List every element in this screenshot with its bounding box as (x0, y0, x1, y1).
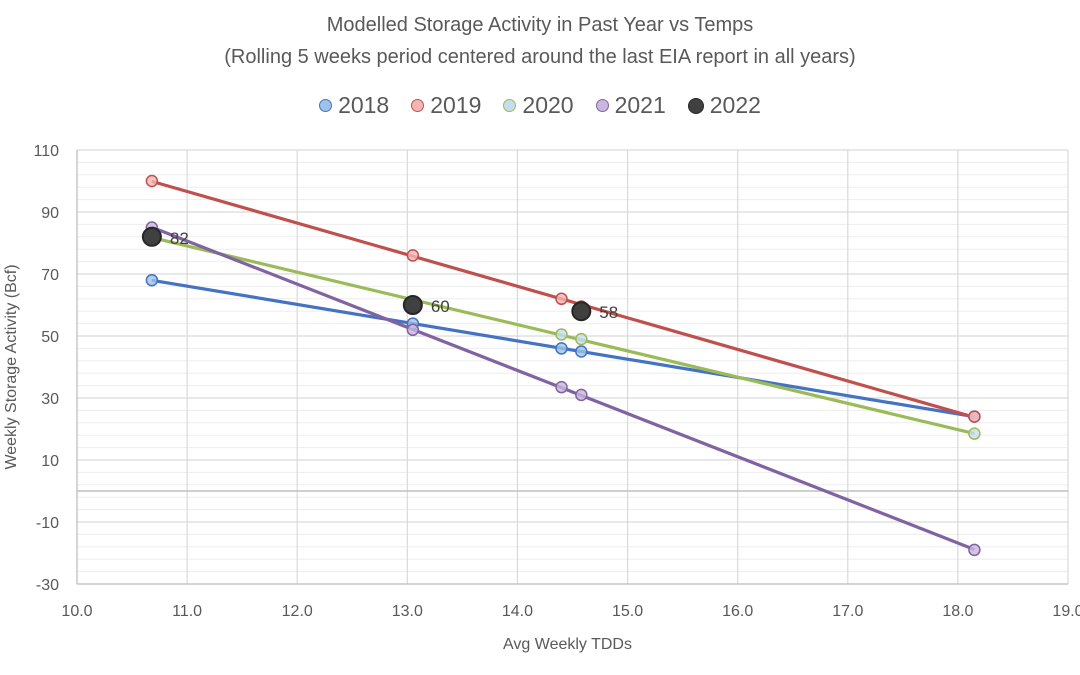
x-tick-label: 17.0 (832, 603, 863, 620)
data-point-2022 (402, 295, 423, 315)
data-point-2019 (145, 174, 159, 188)
legend-marker-icon (595, 99, 609, 112)
data-point-2019 (968, 410, 981, 423)
legend-label: 2019 (430, 92, 482, 118)
y-tick-label: 30 (41, 391, 59, 408)
chart-title: Modelled Storage Activity in Past Year v… (326, 14, 754, 36)
data-point-2019 (555, 292, 568, 306)
x-tick-label: 12.0 (282, 603, 313, 620)
y-tick-label: 110 (33, 143, 59, 160)
legend-item-2020: 2020 (503, 92, 574, 119)
legend-marker-icon (687, 97, 704, 114)
data-point-2020 (968, 427, 981, 440)
x-tick-label: 11.0 (172, 603, 202, 620)
data-point-2022 (141, 226, 162, 247)
x-tick-label: 15.0 (612, 603, 643, 620)
chart-subtitle: (Rolling 5 weeks period centered around … (224, 46, 856, 68)
x-tick-label: 13.0 (392, 603, 423, 620)
x-tick-label: 14.0 (502, 603, 533, 620)
legend-marker-icon (503, 99, 517, 112)
legend-label: 2018 (338, 92, 390, 118)
y-tick-label: 50 (41, 329, 59, 346)
data-label-2022: 60 (431, 297, 450, 316)
data-point-2021 (575, 388, 588, 402)
data-point-2022 (571, 301, 592, 322)
legend-item-2019: 2019 (411, 92, 481, 119)
data-point-2021 (555, 380, 568, 394)
data-point-2019 (406, 249, 420, 262)
x-tick-label: 16.0 (722, 603, 753, 620)
data-point-2020 (555, 328, 568, 341)
y-tick-label: 90 (41, 205, 59, 222)
data-point-2018 (555, 342, 568, 355)
legend-item-2021: 2021 (595, 92, 666, 119)
data-label-2022: 82 (170, 229, 189, 248)
legend-label: 2020 (522, 92, 574, 118)
legend-marker-icon (319, 99, 333, 112)
x-axis-label: Avg Weekly TDDs (503, 636, 632, 653)
legend-item-2022: 2022 (687, 92, 761, 119)
y-tick-label: 70 (41, 267, 59, 284)
y-tick-label: -10 (36, 515, 59, 532)
data-point-2021 (406, 323, 420, 337)
legend-label: 2021 (614, 92, 666, 118)
data-label-2022: 58 (599, 303, 618, 322)
legend: 2018 2019 2020 2021 2022 (0, 92, 1080, 119)
data-point-2021 (968, 543, 981, 557)
legend-marker-icon (411, 99, 425, 112)
y-tick-label: -30 (36, 577, 59, 594)
data-point-2018 (145, 273, 159, 287)
x-tick-label: 18.0 (942, 603, 973, 620)
y-axis-label: Weekly Storage Activity (Bcf) (3, 264, 20, 469)
x-tick-label: 10.0 (61, 603, 92, 620)
data-point-2020 (575, 332, 588, 346)
x-tick-label: 19.0 (1052, 603, 1080, 620)
legend-item-2018: 2018 (319, 92, 389, 119)
legend-label: 2022 (709, 92, 761, 118)
data-point-2018 (575, 345, 588, 358)
y-tick-label: 10 (41, 453, 59, 470)
